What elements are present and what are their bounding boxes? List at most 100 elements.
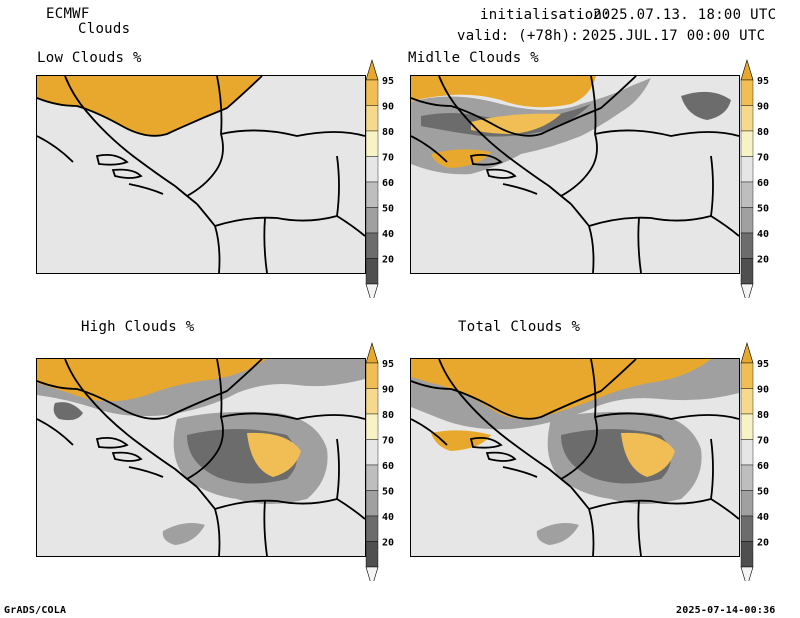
colorbar-total: 95 90 80 70 60 50 40 20: [737, 341, 797, 581]
valid-label: valid: (+78h):: [457, 28, 580, 44]
border-line: [111, 168, 143, 179]
middle-clouds-map: [411, 76, 739, 273]
colorbar-swatch: [365, 232, 379, 259]
border-line: [214, 498, 365, 520]
border-line: [196, 486, 221, 556]
colorbar-swatch: [740, 413, 754, 440]
colorbar-tick-label: 60: [382, 178, 394, 189]
colorbar-swatch: [365, 388, 379, 415]
colorbar-tick-label: 60: [757, 178, 769, 189]
colorbar-tick-label: 95: [757, 76, 769, 87]
border-line: [95, 436, 129, 449]
colorbar-tick-label: 70: [757, 153, 769, 164]
init-value: 2025.07.13. 18:00 UTC: [593, 7, 777, 23]
border-line: [64, 359, 198, 488]
panel-title-middle: Midlle Clouds %: [408, 50, 539, 66]
colorbar-swatch: [740, 388, 754, 415]
border-line: [710, 155, 714, 217]
border-line: [111, 451, 143, 462]
colorbar-swatch: [740, 130, 754, 157]
colorbar-tick-label: 70: [382, 153, 394, 164]
colorbar-tick-label: 60: [382, 461, 394, 472]
high-cloud-fields: [37, 359, 365, 545]
border-line: [637, 217, 642, 273]
colorbar-swatch: [365, 130, 379, 157]
high-clouds-map: [37, 359, 365, 556]
colorbar-tick-label: 90: [757, 385, 769, 396]
border-line: [588, 498, 739, 520]
colorbar-tick-label: 60: [757, 461, 769, 472]
colorbar-bottom-arrow: [365, 283, 379, 298]
border-line: [37, 135, 74, 163]
colorbar-swatch: [740, 156, 754, 183]
colorbar-swatch: [740, 362, 754, 389]
colorbar-top-arrow: [740, 58, 754, 81]
colorbar-tick-label: 40: [382, 229, 394, 240]
product-name: Clouds: [78, 21, 131, 37]
low-clouds-map: [37, 76, 365, 273]
colorbar-swatch: [740, 515, 754, 542]
colorbar-swatch: [365, 413, 379, 440]
colorbar-svg: 95 90 80 70 60 50 40 20: [740, 341, 769, 581]
border-line: [128, 466, 164, 478]
border-line: [263, 217, 268, 273]
colorbar-tick-label: 80: [757, 127, 769, 138]
border-line: [64, 76, 198, 205]
colorbar-swatch: [365, 490, 379, 517]
border-line: [411, 76, 637, 137]
border-line: [710, 438, 714, 500]
map-panel-low-clouds: [36, 75, 366, 274]
border-line: [438, 359, 572, 488]
colorbar-tick-label: 40: [382, 512, 394, 523]
colorbar-tick-label: 80: [382, 410, 394, 421]
colorbar-tick-label: 20: [757, 538, 769, 549]
border-line: [560, 76, 598, 197]
border-line: [214, 215, 365, 237]
map-panel-middle-clouds: [410, 75, 740, 274]
border-line: [263, 500, 268, 556]
panel-title-high: High Clouds %: [81, 319, 195, 335]
border-line: [438, 76, 572, 205]
border-line: [411, 359, 637, 420]
colorbar-tick-label: 80: [382, 127, 394, 138]
border-line: [588, 215, 739, 237]
colorbar-swatch: [365, 156, 379, 183]
colorbar-swatch: [740, 439, 754, 466]
colorbar-tick-label: 95: [382, 359, 394, 370]
colorbar-tick-label: 95: [382, 76, 394, 87]
colorbar-tick-label: 40: [757, 229, 769, 240]
border-line: [220, 129, 365, 137]
colorbar-tick-label: 90: [757, 102, 769, 113]
colorbar-swatch: [365, 207, 379, 234]
footer-credit: GrADS/COLA: [4, 605, 67, 616]
init-label: initialisation:: [480, 7, 611, 23]
colorbar-swatch: [740, 490, 754, 517]
colorbar-tick-label: 90: [382, 385, 394, 396]
border-line: [37, 418, 74, 446]
border-line: [469, 436, 503, 449]
border-line: [469, 153, 503, 166]
colorbar-bottom-arrow: [740, 283, 754, 298]
colorbar-top-arrow: [365, 341, 379, 364]
border-line: [336, 438, 340, 500]
colorbar-tick-label: 70: [757, 436, 769, 447]
border-line: [637, 500, 642, 556]
border-line: [570, 486, 595, 556]
low-cloud-fields: [37, 76, 262, 136]
colorbar-top-arrow: [740, 341, 754, 364]
border-line: [37, 359, 263, 420]
colorbar-swatch: [365, 541, 379, 568]
border-line: [502, 466, 538, 478]
colorbar-bottom-arrow: [740, 566, 754, 581]
border-line: [594, 129, 739, 137]
colorbar-tick-label: 20: [757, 255, 769, 266]
colorbar-swatch: [365, 515, 379, 542]
panel-title-low: Low Clouds %: [37, 50, 142, 66]
colorbar-swatch: [740, 258, 754, 285]
colorbar-tick-label: 40: [757, 512, 769, 523]
colorbar-swatch: [740, 207, 754, 234]
border-line: [220, 412, 365, 420]
colorbar-svg: 95 90 80 70 60 50 40 20: [740, 58, 769, 298]
total-clouds-map: [411, 359, 739, 556]
colorbar-tick-label: 20: [382, 538, 394, 549]
